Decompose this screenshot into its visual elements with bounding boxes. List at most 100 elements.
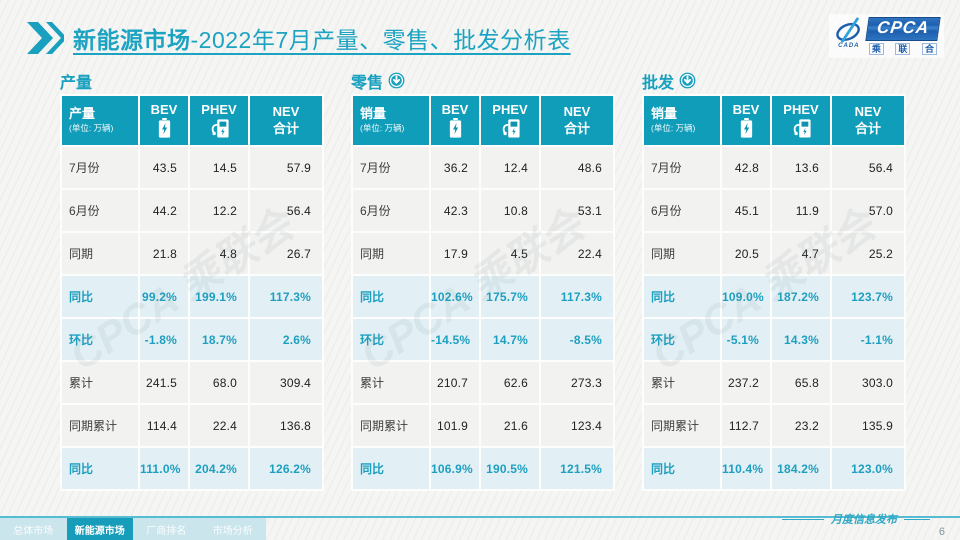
arrow-down-circle-icon <box>679 72 696 89</box>
header-cell-phev: PHEV <box>190 96 248 145</box>
cell-value: 241.5 <box>140 362 188 403</box>
header: 新能源市场-2022年7月产量、零售、批发分析表 <box>26 20 571 56</box>
cell-value: 17.9 <box>431 233 479 274</box>
cell-value: 184.2% <box>772 448 830 489</box>
cell-value: 126.2% <box>250 448 322 489</box>
cell-value: 12.2 <box>190 190 248 231</box>
table-row: 6月份 42.3 10.8 53.1 <box>353 190 613 231</box>
wholesale-table: 销量 (单位: 万辆) BEV PHEV <box>642 94 906 491</box>
header-cell-bev: BEV <box>140 96 188 145</box>
table-row: 累计 241.5 68.0 309.4 <box>62 362 322 403</box>
footer-divider <box>0 516 960 518</box>
row-label: 7月份 <box>353 147 429 188</box>
cell-value: 65.8 <box>772 362 830 403</box>
cell-value: 42.8 <box>722 147 770 188</box>
table-row: 同比 109.0% 187.2% 123.7% <box>644 276 904 317</box>
section-title-label: 零售 <box>351 74 384 92</box>
unit-note: (单位: 万辆) <box>651 122 696 133</box>
col-sublabel: 合计 <box>272 120 299 136</box>
col-sublabel: 合计 <box>854 120 881 136</box>
tables-row: CPCA 乘联会 产量 产量 (单位: 万辆) BEV <box>60 67 906 491</box>
cell-value: 21.6 <box>481 405 539 446</box>
tab-nev-market[interactable]: 新能源市场 <box>66 518 133 540</box>
cn-char: 合 <box>921 42 937 56</box>
cell-value: 204.2% <box>190 448 248 489</box>
cell-value: 68.0 <box>190 362 248 403</box>
row-label: 同比 <box>644 276 720 317</box>
cell-value: 2.6% <box>250 319 322 360</box>
cell-value: -1.1% <box>832 319 904 360</box>
table-row: 环比 -14.5% 14.7% -8.5% <box>353 319 613 360</box>
cell-value: -1.8% <box>140 319 188 360</box>
cell-value: 4.5 <box>481 233 539 274</box>
table-row: 7月份 36.2 12.4 48.6 <box>353 147 613 188</box>
table-row: 累计 237.2 65.8 303.0 <box>644 362 904 403</box>
cell-value: 53.1 <box>541 190 613 231</box>
unit-note: (单位: 万辆) <box>69 122 114 133</box>
col-label: PHEV <box>201 101 237 117</box>
table-row: 6月份 45.1 11.9 57.0 <box>644 190 904 231</box>
cell-value: -14.5% <box>431 319 479 360</box>
table-row: 同比 111.0% 204.2% 126.2% <box>62 448 322 489</box>
tab-market-analysis[interactable]: 市场分析 <box>212 525 253 537</box>
section-title-wholesale: 批发 <box>642 67 902 94</box>
cell-value: 102.6% <box>431 276 479 317</box>
tab-overall-market[interactable]: 总体市场 <box>13 525 54 537</box>
table-row: 同期 17.9 4.5 22.4 <box>353 233 613 274</box>
cpca-logo: CADA CPCA 乘 联 合 <box>828 14 944 59</box>
tab-oem-ranking[interactable]: 厂商排名 <box>146 525 187 537</box>
table-header-row: 产量 (单位: 万辆) BEV PHEV <box>62 96 322 145</box>
publish-text: 月度信息发布 <box>831 514 897 526</box>
cell-value: 21.8 <box>140 233 188 274</box>
row-label: 同期 <box>644 233 720 274</box>
ev-charger-icon <box>793 119 811 138</box>
cell-value: 12.4 <box>481 147 539 188</box>
row-label: 同期累计 <box>62 405 138 446</box>
row-label: 环比 <box>644 319 720 360</box>
cell-value: 57.9 <box>250 147 322 188</box>
header-cell-bev: BEV <box>431 96 479 145</box>
section-retail: CPCA 乘联会 零售 销量 (单位: 万辆) BEV <box>351 67 615 491</box>
table-header-row: 销量 (单位: 万辆) BEV PHEV <box>353 96 613 145</box>
cell-value: 273.3 <box>541 362 613 403</box>
col-label: PHEV <box>492 101 528 117</box>
row-label: 6月份 <box>644 190 720 231</box>
cell-value: 123.7% <box>832 276 904 317</box>
cell-value: 23.2 <box>772 405 830 446</box>
row-label: 同比 <box>644 448 720 489</box>
section-title-retail: 零售 <box>351 67 611 94</box>
unit-note: (单位: 万辆) <box>360 122 405 133</box>
double-chevron-icon <box>27 22 64 54</box>
cell-value: 20.5 <box>722 233 770 274</box>
row-label: 环比 <box>62 319 138 360</box>
cell-value: 42.3 <box>431 190 479 231</box>
col-label: BEV <box>732 101 760 117</box>
row-label: 6月份 <box>62 190 138 231</box>
row-label: 同比 <box>353 276 429 317</box>
cell-value: 114.4 <box>140 405 188 446</box>
table-row: 环比 -5.1% 14.3% -1.1% <box>644 319 904 360</box>
row-label: 7月份 <box>62 147 138 188</box>
cell-value: 190.5% <box>481 448 539 489</box>
cn-char: 联 <box>895 42 911 56</box>
row-label: 同比 <box>62 276 138 317</box>
pen-swoosh-icon <box>836 17 860 43</box>
metric-name: 销量 <box>360 106 387 122</box>
arrow-down-circle-icon <box>388 72 405 89</box>
page-title-rest: -2022年7月产量、零售、批发分析表 <box>190 27 571 53</box>
table-row: 累计 210.7 62.6 273.3 <box>353 362 613 403</box>
cell-value: 56.4 <box>250 190 322 231</box>
cell-value: 121.5% <box>541 448 613 489</box>
cell-value: 109.0% <box>722 276 770 317</box>
page-number: 6 <box>938 526 945 538</box>
row-label: 累计 <box>644 362 720 403</box>
row-label: 7月份 <box>644 147 720 188</box>
cell-value: 22.4 <box>190 405 248 446</box>
cell-value: 117.3% <box>250 276 322 317</box>
cpca-wordmark: CPCA 乘 联 合 <box>865 17 941 56</box>
header-cell-phev: PHEV <box>481 96 539 145</box>
metric-name: 产量 <box>69 106 96 122</box>
cell-value: 18.7% <box>190 319 248 360</box>
production-table: 产量 (单位: 万辆) BEV PHEV <box>60 94 324 491</box>
